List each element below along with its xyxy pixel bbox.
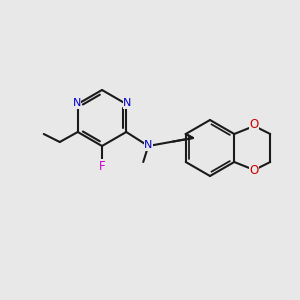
Text: N: N [123, 98, 131, 108]
Text: F: F [99, 160, 105, 172]
Text: O: O [250, 118, 259, 131]
Text: N: N [73, 98, 81, 108]
Text: N: N [144, 140, 152, 150]
Text: O: O [250, 164, 259, 178]
